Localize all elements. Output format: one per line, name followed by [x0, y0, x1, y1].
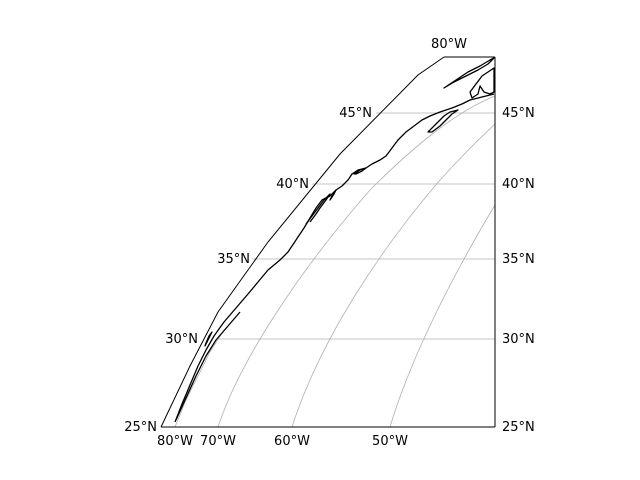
- coastline-outer-banks: [204, 331, 213, 347]
- lat-label-right-25: 25°N: [502, 420, 535, 435]
- coastline-mainland: [174, 93, 495, 423]
- coastline-chesapeake: [305, 193, 331, 225]
- lon-label-50w: 50°W: [372, 434, 408, 449]
- meridian-60w: [291, 123, 496, 428]
- meridian-70w: [217, 95, 496, 428]
- meridian-50w: [389, 204, 496, 428]
- coastline-nova-scotia: [427, 109, 459, 133]
- coastline-delmarva: [329, 189, 337, 201]
- lat-label-left-25: 25°N: [124, 420, 157, 435]
- lat-label-right-40: 40°N: [502, 177, 535, 192]
- graticule: [161, 95, 496, 428]
- coastline-newfoundland: [469, 67, 495, 99]
- coastline-gulf-st-lawrence: [443, 57, 495, 89]
- longitude-label-top: 80°W: [431, 37, 467, 52]
- longitude-labels-bottom: 80°W 70°W 60°W 50°W: [157, 434, 408, 449]
- map-frame: [160, 56, 496, 428]
- lon-label-70w: 70°W: [200, 434, 236, 449]
- lat-label-left-35: 35°N: [217, 252, 250, 267]
- latitude-labels-left: 25°N 30°N 35°N 40°N 45°N: [124, 106, 372, 435]
- lat-label-right-35: 35°N: [502, 252, 535, 267]
- coastline-long-island: [353, 167, 367, 175]
- latitude-labels-right: 25°N 30°N 35°N 40°N 45°N: [502, 106, 535, 435]
- lon-label-80w: 80°W: [157, 434, 193, 449]
- lat-label-left-40: 40°N: [276, 177, 309, 192]
- lat-label-right-30: 30°N: [502, 332, 535, 347]
- coastline-inner-peninsula: [175, 311, 241, 421]
- lat-label-left-30: 30°N: [165, 332, 198, 347]
- lat-label-left-45: 45°N: [339, 106, 372, 121]
- lon-label-60w: 60°W: [274, 434, 310, 449]
- lat-label-right-45: 45°N: [502, 106, 535, 121]
- coastline: [174, 57, 495, 423]
- meridian-80w: [174, 329, 225, 428]
